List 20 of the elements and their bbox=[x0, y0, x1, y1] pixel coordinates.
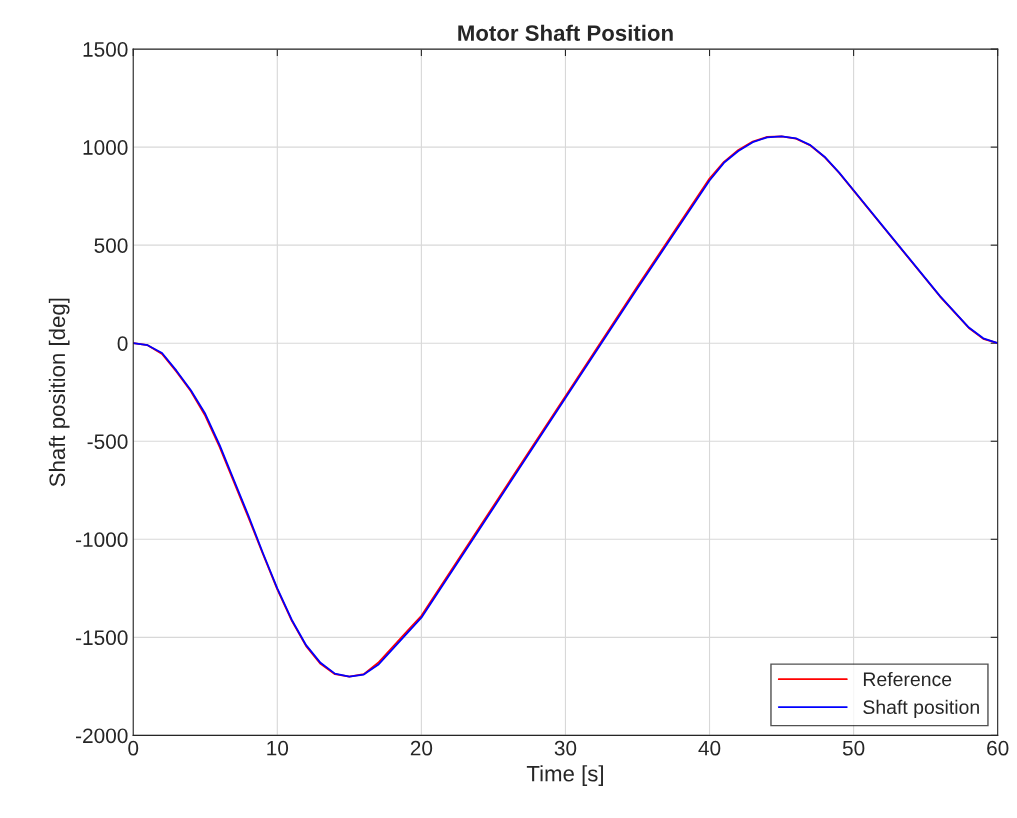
y-axis-title: Shaft position [deg] bbox=[48, 298, 70, 487]
y-tick-label: -2000 bbox=[76, 728, 128, 744]
y-tick-label: -1000 bbox=[76, 532, 128, 548]
chart-title: Motor Shaft Position bbox=[458, 24, 673, 41]
y-tick-label: 1500 bbox=[83, 42, 128, 57]
x-tick-label: 0 bbox=[128, 740, 139, 756]
legend-label: Reference bbox=[863, 671, 952, 687]
y-tick-label: -500 bbox=[87, 434, 128, 450]
x-tick-label: 50 bbox=[842, 740, 865, 756]
y-tick-label: 1000 bbox=[83, 140, 128, 155]
legend-label: Shaft position bbox=[863, 699, 979, 718]
y-tick-label: -1500 bbox=[76, 630, 128, 646]
y-tick-label: 0 bbox=[117, 336, 128, 351]
x-tick-label: 10 bbox=[267, 740, 289, 756]
x-tick-label: 30 bbox=[554, 740, 577, 756]
x-tick-label: 20 bbox=[410, 740, 433, 756]
x-tick-label: 60 bbox=[987, 740, 1009, 756]
y-tick-label: 500 bbox=[94, 238, 128, 253]
x-axis-title: Time [s] bbox=[526, 765, 603, 786]
x-tick-label: 40 bbox=[698, 740, 721, 756]
